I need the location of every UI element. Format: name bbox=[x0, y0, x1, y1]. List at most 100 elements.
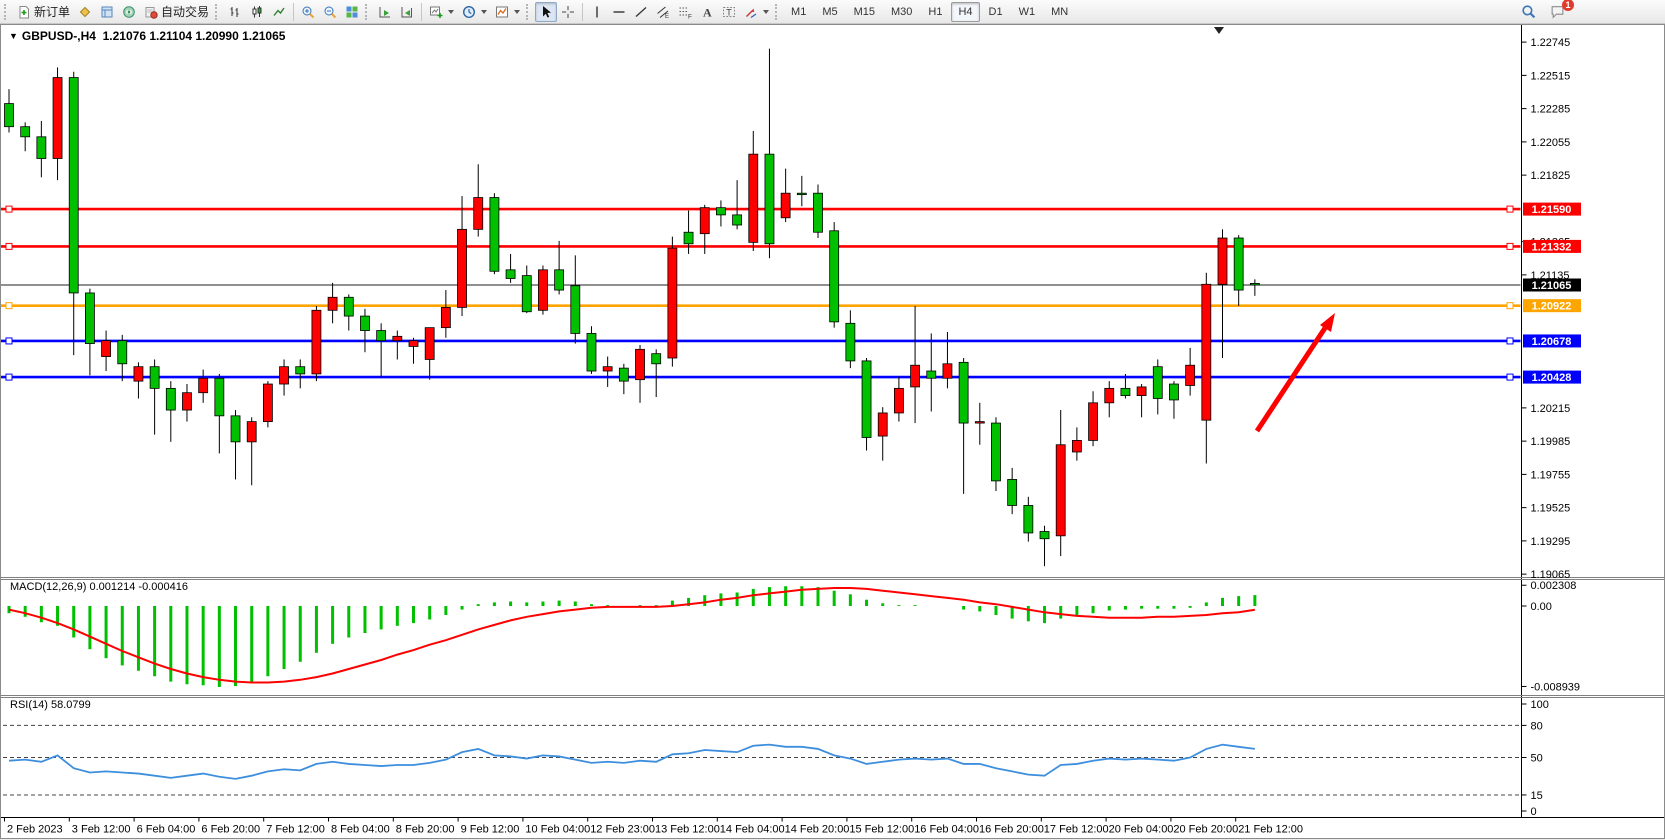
timeframe-H4[interactable]: H4 bbox=[951, 1, 980, 22]
toolbar-drag-handle[interactable] bbox=[526, 3, 531, 20]
candlestick-button[interactable] bbox=[246, 2, 268, 22]
fibonacci-button[interactable]: F bbox=[674, 2, 696, 22]
channel-button[interactable]: E bbox=[652, 2, 674, 22]
svg-text:1.19065: 1.19065 bbox=[1531, 569, 1571, 581]
new-chart-icon bbox=[430, 6, 443, 18]
toolbar-separator bbox=[293, 2, 295, 21]
candlesticks[interactable] bbox=[4, 48, 1260, 567]
trendline-icon bbox=[635, 6, 647, 17]
toolbar-drag-handle[interactable] bbox=[365, 3, 370, 20]
svg-text:1.19985: 1.19985 bbox=[1531, 436, 1571, 448]
chart-shift-button[interactable] bbox=[396, 2, 418, 22]
svg-text:1.22055: 1.22055 bbox=[1531, 137, 1571, 149]
auto-trading-label: 自动交易 bbox=[161, 5, 210, 19]
chart-context-icon[interactable]: ▼ bbox=[9, 31, 18, 41]
svg-text:A: A bbox=[703, 5, 712, 19]
svg-text:2 Feb 2023: 2 Feb 2023 bbox=[7, 824, 63, 836]
new-order-button[interactable]: 新订单 bbox=[13, 2, 74, 22]
indicators-icon bbox=[496, 6, 509, 17]
timeframe-MN[interactable]: MN bbox=[1051, 5, 1069, 18]
rsi-indicator-label: RSI(14) 58.0799 bbox=[10, 699, 91, 711]
chevron-down-icon bbox=[514, 9, 521, 14]
toolbar-drag-handle[interactable] bbox=[4, 3, 9, 20]
vertical-line-icon bbox=[596, 6, 598, 17]
tile-windows-button[interactable] bbox=[341, 2, 363, 22]
price-axis[interactable]: 1.22745 1.22515 1.22285 1.22055 1.21825 1.213… bbox=[1521, 37, 1581, 818]
auto-trading-button[interactable]: 自动交易 bbox=[140, 2, 213, 22]
line-chart-button[interactable] bbox=[268, 2, 290, 22]
label-button[interactable]: T bbox=[718, 2, 740, 22]
ohlc-bars-button[interactable] bbox=[224, 2, 246, 22]
chevron-down-icon bbox=[481, 9, 488, 14]
chart-symbol-period: GBPUSD-,H4 bbox=[21, 29, 96, 43]
timeframe-H1[interactable]: H1 bbox=[928, 5, 943, 18]
svg-text:15 Feb 12:00: 15 Feb 12:00 bbox=[849, 824, 914, 836]
svg-text:17 Feb 12:00: 17 Feb 12:00 bbox=[1044, 824, 1109, 836]
period-icon bbox=[463, 5, 476, 18]
toolbar-separator bbox=[582, 2, 584, 21]
svg-text:14 Feb 20:00: 14 Feb 20:00 bbox=[785, 824, 850, 836]
hline-1.20428[interactable] bbox=[1, 373, 1521, 381]
horizontal-line-button[interactable] bbox=[608, 2, 630, 22]
shapes-icon bbox=[746, 8, 757, 18]
channel-icon: E bbox=[657, 6, 669, 19]
alerts-button[interactable] bbox=[118, 2, 140, 22]
chat-button[interactable]: 1 bbox=[1546, 0, 1574, 22]
cursor-icon bbox=[543, 5, 552, 18]
ohlc-bars-icon bbox=[230, 6, 239, 17]
svg-text:16 Feb 04:00: 16 Feb 04:00 bbox=[914, 824, 979, 836]
shapes-button[interactable] bbox=[740, 2, 773, 22]
svg-text:6 Feb 04:00: 6 Feb 04:00 bbox=[137, 824, 196, 836]
zoom-out-button[interactable] bbox=[319, 2, 341, 22]
trend-arrow-annotation[interactable] bbox=[1254, 313, 1335, 433]
indicators-button[interactable] bbox=[491, 2, 524, 22]
new-order-label: 新订单 bbox=[34, 5, 71, 19]
chart-canvas[interactable]: 1.22745 1.22515 1.22285 1.22055 1.21825 1.213… bbox=[1, 25, 1664, 838]
market-watch-button[interactable] bbox=[74, 2, 96, 22]
price-label-1.21332: 1.21332 bbox=[1523, 239, 1581, 253]
timeframe-M1[interactable]: M1 bbox=[791, 5, 807, 18]
new-chart-button[interactable] bbox=[425, 2, 458, 22]
time-axis[interactable]: 2 Feb 2023 3 Feb 12:00 6 Feb 04:00 6 Feb 20… bbox=[4, 817, 1304, 836]
svg-text:1.21590: 1.21590 bbox=[1532, 204, 1572, 216]
timeframe-M30[interactable]: M30 bbox=[891, 5, 913, 18]
tile-windows-icon bbox=[346, 6, 358, 17]
zoom-in-button[interactable] bbox=[297, 2, 319, 22]
svg-text:9 Feb 12:00: 9 Feb 12:00 bbox=[461, 824, 520, 836]
line-chart-icon bbox=[273, 7, 285, 16]
hline-1.20678[interactable] bbox=[1, 337, 1521, 345]
svg-text:20 Feb 20:00: 20 Feb 20:00 bbox=[1173, 824, 1238, 836]
timeframe-M5[interactable]: M5 bbox=[822, 5, 838, 18]
chevron-down-icon bbox=[763, 9, 770, 14]
crosshair-button[interactable] bbox=[557, 2, 579, 22]
hline-1.20922[interactable] bbox=[1, 302, 1521, 310]
timeframe-M15[interactable]: M15 bbox=[853, 5, 875, 18]
vertical-line-button[interactable] bbox=[586, 2, 608, 22]
zoom-out-icon bbox=[324, 6, 337, 18]
timeframe-D1[interactable]: D1 bbox=[988, 5, 1003, 18]
hline-1.21590[interactable] bbox=[1, 205, 1521, 213]
svg-text:0: 0 bbox=[1531, 806, 1537, 818]
macd-panel[interactable] bbox=[7, 586, 1257, 687]
period-button[interactable] bbox=[458, 2, 491, 22]
data-window-button[interactable] bbox=[96, 2, 118, 22]
toolbar-drag-handle[interactable] bbox=[775, 3, 780, 20]
svg-text:100: 100 bbox=[1531, 699, 1549, 711]
svg-text:1.22285: 1.22285 bbox=[1531, 104, 1571, 116]
search-icon bbox=[1522, 5, 1536, 19]
text-button[interactable]: A bbox=[696, 2, 718, 22]
chart-shift-marker[interactable] bbox=[1214, 27, 1224, 34]
auto-trading-icon bbox=[145, 6, 158, 19]
svg-text:T: T bbox=[726, 7, 732, 17]
hline-1.21332[interactable] bbox=[1, 242, 1521, 250]
cursor-button[interactable] bbox=[535, 1, 558, 22]
timeframe-W1[interactable]: W1 bbox=[1018, 5, 1036, 18]
trendline-button[interactable] bbox=[630, 2, 652, 22]
auto-scroll-button[interactable] bbox=[374, 2, 396, 22]
svg-text:8 Feb 04:00: 8 Feb 04:00 bbox=[331, 824, 390, 836]
svg-text:-0.008939: -0.008939 bbox=[1531, 681, 1581, 693]
svg-text:1.19295: 1.19295 bbox=[1531, 536, 1571, 548]
candlestick-icon bbox=[252, 5, 262, 17]
toolbar-drag-handle[interactable] bbox=[215, 3, 220, 20]
search-button[interactable] bbox=[1517, 2, 1540, 22]
